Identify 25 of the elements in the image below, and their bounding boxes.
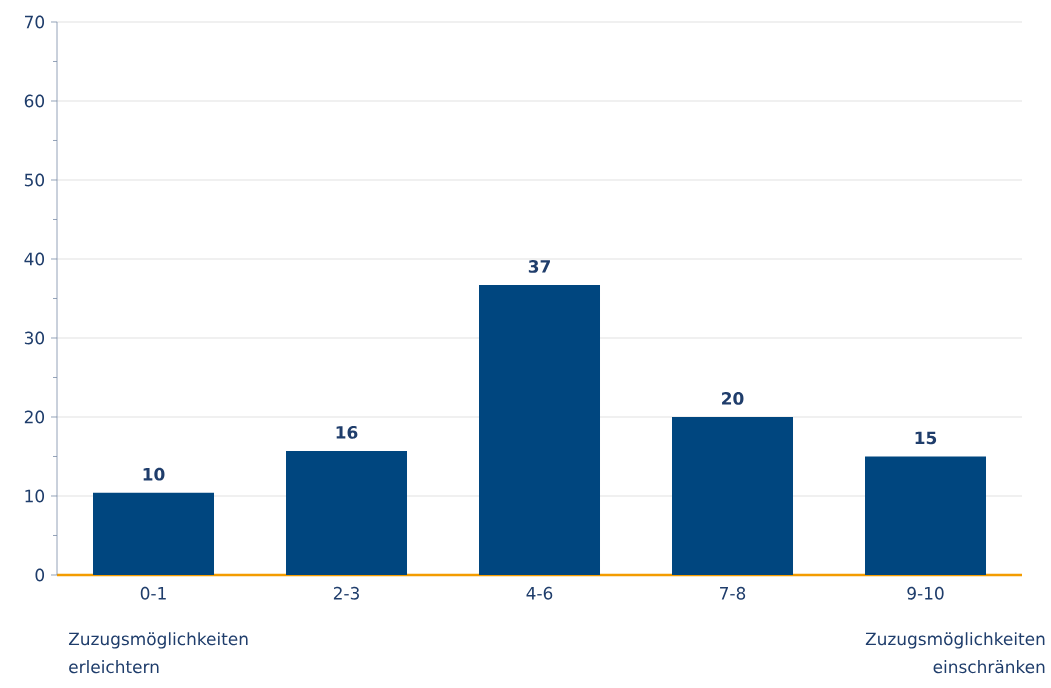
x-tick-label: 9-10 — [907, 586, 944, 600]
y-tick-label: 10 — [25, 489, 45, 503]
bar — [286, 450, 408, 575]
x-tick-label: 0-1 — [140, 586, 166, 600]
bar — [479, 285, 600, 575]
x-tick-label: 4-6 — [526, 586, 553, 600]
y-tick-label: 40 — [24, 252, 45, 266]
y-tick-label: 20 — [24, 410, 45, 424]
y-tick-label: 30 — [24, 331, 45, 345]
bar — [672, 416, 794, 575]
data-label: 15 — [915, 431, 937, 445]
text: Zuzugsmöglichkeiten einschränken — [865, 632, 1045, 674]
y-tick-label: 70 — [25, 15, 45, 29]
x-tick-label: 2-3 — [333, 586, 359, 600]
data-label: 10 — [143, 467, 165, 481]
data-label: 20 — [722, 391, 744, 405]
y-tick-label: 60 — [24, 94, 45, 108]
data-label: 16 — [336, 425, 358, 439]
y-tick-label: 50 — [24, 173, 45, 187]
data-label: 37 — [528, 260, 550, 273]
text: Zuzugsmöglichkeiten erleichtern — [68, 632, 248, 674]
x-tick-label: 7-8 — [720, 586, 746, 600]
bar — [93, 492, 215, 575]
y-tick-label: 0 — [35, 568, 45, 582]
bar — [865, 456, 987, 575]
